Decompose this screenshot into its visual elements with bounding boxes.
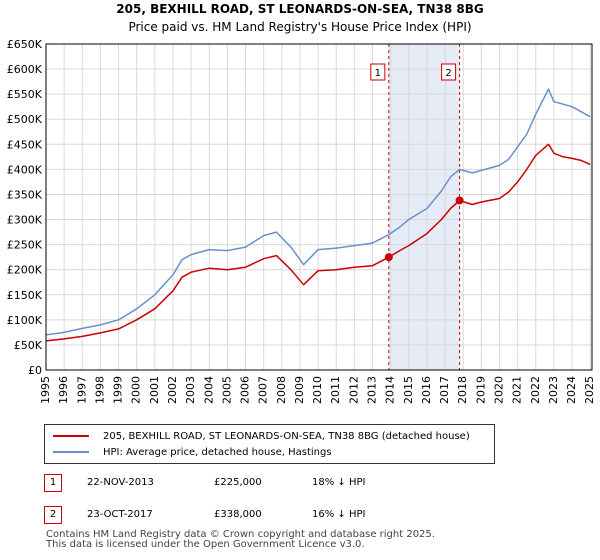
sale-marker-badge xyxy=(441,63,457,81)
y-tick-label: £350K xyxy=(7,188,43,201)
chart-subtitle: Price paid vs. HM Land Registry's House … xyxy=(128,20,472,34)
x-tick-label: 1998 xyxy=(93,376,106,404)
x-tick-label: 2022 xyxy=(529,376,542,404)
x-tick-label: 1999 xyxy=(112,376,125,404)
sale-hpi-diff: 18% ↓ HPI xyxy=(312,477,366,488)
price-chart: £0 £50K £100K £150K £200K £250K £300K £350K £400… xyxy=(7,38,596,404)
y-tick-label: £550K xyxy=(7,88,43,101)
x-tick-label: 2010 xyxy=(311,376,324,404)
legend-label-hpi: HPI: Average price, detached house, Hast… xyxy=(103,446,332,458)
x-tick-label: 2017 xyxy=(438,376,451,404)
x-tick-label: 2020 xyxy=(492,376,505,404)
x-tick-label: 2016 xyxy=(420,376,433,404)
x-tick-label: 2019 xyxy=(474,376,487,404)
x-tick-label: 2021 xyxy=(511,376,524,404)
sale-date: 23-OCT-2017 xyxy=(87,509,153,520)
x-tick-label: 2018 xyxy=(456,376,469,404)
chart-title: 205, BEXHILL ROAD, ST LEONARDS-ON-SEA, T… xyxy=(116,2,484,16)
x-tick-label: 2023 xyxy=(547,376,560,404)
y-tick-label: £650K xyxy=(7,38,43,51)
legend-item-hpi: HPI: Average price, detached house, Hast… xyxy=(53,445,332,459)
y-tick-label: £50K xyxy=(14,339,43,352)
legend-label-price: 205, BEXHILL ROAD, ST LEONARDS-ON-SEA, T… xyxy=(103,430,470,442)
x-tick-label: 2008 xyxy=(275,376,288,404)
y-tick-label: £250K xyxy=(7,239,43,252)
sale-point xyxy=(455,196,464,205)
sale-date: 22-NOV-2013 xyxy=(87,477,154,488)
x-tick-label: 2003 xyxy=(184,376,197,404)
x-tick-label: 1995 xyxy=(39,376,52,404)
footer-licence: This data is licensed under the Open Gov… xyxy=(46,539,365,550)
x-tick-label: 2014 xyxy=(384,376,397,404)
sale-price: £338,000 xyxy=(214,509,262,520)
sale-marker-badge xyxy=(370,63,386,81)
x-tick-label: 2012 xyxy=(347,376,360,404)
hpi-line xyxy=(45,88,591,336)
y-tick-label: £400K xyxy=(7,163,43,176)
sale-badge: 1 xyxy=(44,474,62,492)
legend-line-hpi xyxy=(53,451,89,453)
x-tick-label: 2024 xyxy=(565,376,578,404)
y-tick-label: £150K xyxy=(7,289,43,302)
x-tick-label: 2006 xyxy=(239,376,252,404)
x-tick-label: 2009 xyxy=(293,376,306,404)
legend-item-price: 205, BEXHILL ROAD, ST LEONARDS-ON-SEA, T… xyxy=(53,429,470,443)
x-tick-label: 2025 xyxy=(583,376,596,404)
y-tick-label: £450K xyxy=(7,138,43,151)
legend: 205, BEXHILL ROAD, ST LEONARDS-ON-SEA, T… xyxy=(44,424,495,464)
sale-price: £225,000 xyxy=(214,477,262,488)
sale-badge: 2 xyxy=(44,506,62,524)
footer: Contains HM Land Registry data © Crown c… xyxy=(46,530,435,550)
sale-hpi-diff: 16% ↓ HPI xyxy=(312,509,366,520)
sale-marker-label: 2 xyxy=(445,68,451,79)
sale-point xyxy=(384,253,393,262)
x-tick-label: 2013 xyxy=(366,376,379,404)
x-tick-label: 1996 xyxy=(57,376,70,404)
shaded-period xyxy=(388,44,460,370)
x-tick-label: 2000 xyxy=(130,376,143,404)
footer-copyright: Contains HM Land Registry data © Crown c… xyxy=(46,529,435,540)
y-tick-label: £0 xyxy=(28,364,42,377)
legend-line-price xyxy=(53,435,89,437)
plot-frame xyxy=(45,43,593,371)
price-paid-line xyxy=(45,143,591,342)
x-tick-label: 2007 xyxy=(257,376,270,404)
x-tick-label: 2004 xyxy=(202,376,215,404)
x-tick-label: 2011 xyxy=(329,376,342,404)
x-tick-label: 2002 xyxy=(166,376,179,404)
x-tick-label: 2001 xyxy=(148,376,161,404)
y-tick-label: £500K xyxy=(7,113,43,126)
y-tick-label: £200K xyxy=(7,264,43,277)
sale-marker-label: 1 xyxy=(375,68,381,79)
x-tick-label: 2005 xyxy=(220,376,233,404)
y-tick-label: £600K xyxy=(7,63,43,76)
x-tick-label: 2015 xyxy=(402,376,415,404)
x-tick-label: 1997 xyxy=(75,376,88,404)
y-tick-label: £100K xyxy=(7,314,43,327)
y-tick-label: £300K xyxy=(7,214,43,227)
